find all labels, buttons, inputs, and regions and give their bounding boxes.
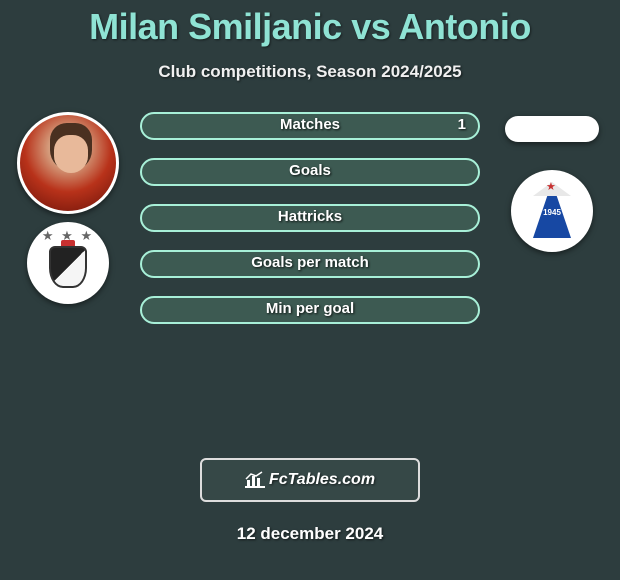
chart-icon: [245, 471, 265, 489]
club-year: 1945: [511, 208, 593, 217]
watermark-text: FcTables.com: [269, 471, 375, 489]
bar-label: Goals: [140, 162, 480, 179]
right-player-column: ★ 1945: [492, 112, 612, 252]
star-icon: ★: [546, 180, 556, 193]
date-line: 12 december 2024: [0, 524, 620, 544]
bar-value-right: 1: [458, 116, 466, 133]
bar-label: Min per goal: [140, 300, 480, 317]
watermark: FcTables.com: [200, 458, 420, 502]
stat-bar-row: Matches1: [140, 112, 480, 140]
player1-avatar: [17, 112, 119, 214]
bar-label: Matches: [140, 116, 480, 133]
bar-label: Goals per match: [140, 254, 480, 271]
stat-bar-row: Goals: [140, 158, 480, 186]
player2-club-badge: ★ 1945: [511, 170, 593, 252]
shield-icon: [49, 246, 87, 288]
comparison-region: ★ ★ ★ ★ 1945 Matches1 Goals Hattricks Goals…: [0, 112, 620, 452]
player1-club-badge: ★ ★ ★: [27, 222, 109, 304]
bar-label: Hattricks: [140, 208, 480, 225]
stat-bars: Matches1 Goals Hattricks Goals per match Min…: [140, 112, 480, 342]
left-player-column: ★ ★ ★: [8, 112, 128, 304]
stat-bar-row: Min per goal: [140, 296, 480, 324]
stat-bar-row: Hattricks: [140, 204, 480, 232]
stat-bar-row: Goals per match: [140, 250, 480, 278]
season-subtitle: Club competitions, Season 2024/2025: [0, 62, 620, 82]
page-title: Milan Smiljanic vs Antonio: [0, 0, 620, 48]
player2-avatar-blank: [505, 116, 599, 142]
